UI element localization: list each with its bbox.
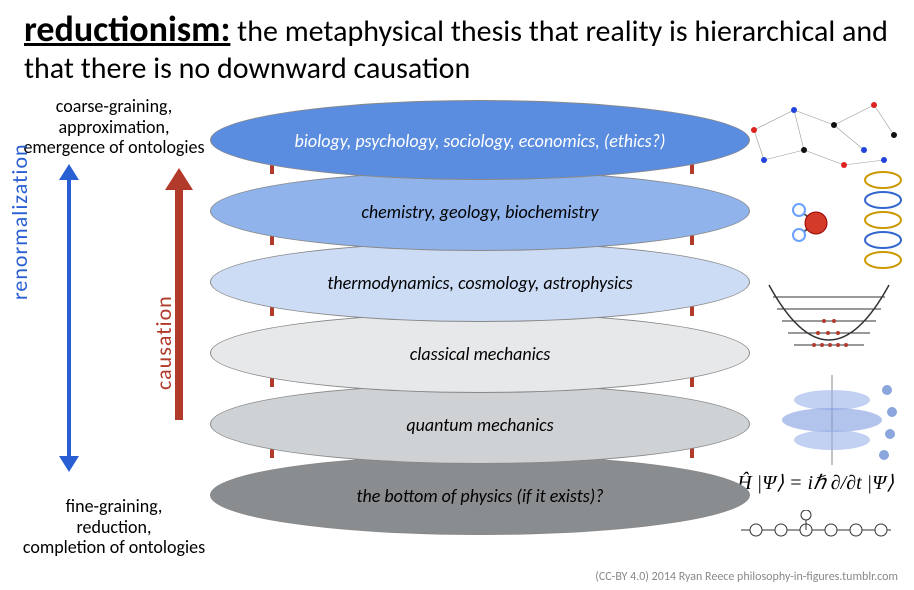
top-ann-line: coarse-graining,: [14, 96, 214, 117]
title-keyword: reductionism:: [24, 7, 230, 51]
hierarchy-layer: biology, psychology, sociology, economic…: [210, 100, 750, 164]
molecule-icon: [784, 195, 844, 245]
helix-icon: [858, 160, 908, 280]
hierarchy-stack: biology, psychology, sociology, economic…: [210, 100, 750, 526]
renormalization-label: renormalization: [6, 143, 33, 300]
layer-ellipse: biology, psychology, sociology, economic…: [210, 100, 750, 180]
layer-ellipse: thermodynamics, cosmology, astrophysics: [210, 242, 750, 322]
credit-text: (CC-BY 4.0) 2014 Ryan Reece philosophy-i…: [595, 570, 898, 584]
bottom-annotation: fine-graining, reduction, completion of …: [14, 496, 214, 558]
causation-label: causation: [150, 295, 177, 390]
bot-ann-line: fine-graining,: [14, 496, 214, 517]
feynman-diagram-icon: [736, 510, 896, 550]
page-title: reductionism: the metaphysical thesis th…: [24, 8, 894, 87]
schrodinger-equation: Ĥ |Ψ⟩ = iℏ ∂/∂t |Ψ⟩: [737, 470, 894, 495]
layer-ellipse: classical mechanics: [210, 313, 750, 393]
layer-ellipse: chemistry, geology, biochemistry: [210, 171, 750, 251]
bot-ann-line: reduction,: [14, 517, 214, 538]
bot-ann-line: completion of ontologies: [14, 537, 214, 558]
network-graph-icon: [744, 90, 904, 180]
layer-ellipse: the bottom of physics (if it exists)?: [210, 455, 750, 535]
top-annotation: coarse-graining, approximation, emergenc…: [14, 96, 214, 158]
renormalization-arrow: [62, 168, 76, 468]
top-ann-line: approximation,: [14, 117, 214, 138]
potential-well-icon: [764, 275, 894, 365]
angular-momentum-icon: [762, 370, 902, 470]
top-ann-line: emergence of ontologies: [14, 137, 214, 158]
layer-ellipse: quantum mechanics: [210, 384, 750, 464]
